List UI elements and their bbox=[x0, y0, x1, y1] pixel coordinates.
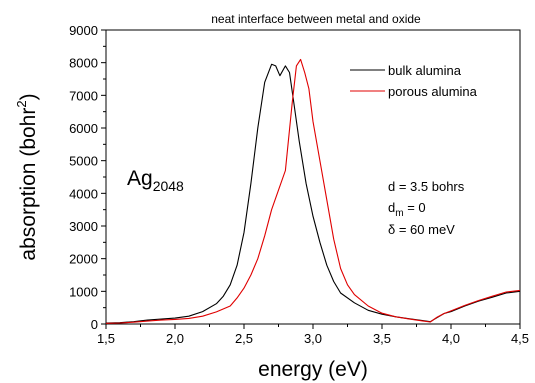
legend-label-bulk: bulk alumina bbox=[388, 63, 462, 78]
y-tick-label: 0 bbox=[91, 317, 98, 332]
x-tick-label: 2,5 bbox=[235, 331, 253, 346]
species-label: Ag2048 bbox=[127, 167, 184, 194]
legend: bulk alumina porous alumina bbox=[350, 63, 478, 99]
y-ticks bbox=[101, 29, 106, 325]
legend-label-porous: porous alumina bbox=[388, 84, 478, 99]
y-tick-label: 5000 bbox=[69, 154, 98, 169]
series-lines bbox=[105, 58, 521, 324]
y-tick-label: 2000 bbox=[69, 252, 98, 267]
param-d: d = 3.5 bohrs bbox=[388, 179, 465, 194]
x-ticks bbox=[105, 324, 521, 329]
y-tick-label: 7000 bbox=[69, 88, 98, 103]
x-tick-label: 2,0 bbox=[166, 331, 184, 346]
y-tick-label: 3000 bbox=[69, 219, 98, 234]
y-axis-title: absorption (bohr2) bbox=[14, 93, 40, 260]
param-dm-sub: m bbox=[395, 208, 403, 219]
param-dm-value: = 0 bbox=[404, 200, 426, 215]
species-label-base: Ag bbox=[127, 167, 153, 190]
species-label-sub: 2048 bbox=[153, 178, 184, 194]
y-axis-title-sup: 2 bbox=[14, 100, 29, 107]
param-dm-base: d bbox=[388, 200, 395, 215]
y-tick-label: 4000 bbox=[69, 186, 98, 201]
chart-title: neat interface between metal and oxide bbox=[211, 12, 421, 26]
x-tick-label: 4,0 bbox=[442, 331, 460, 346]
y-tick-label: 1000 bbox=[69, 284, 98, 299]
y-tick-labels: 0 1000 2000 3000 4000 5000 6000 7000 8000 9000 bbox=[69, 23, 98, 332]
param-delta: δ = 60 meV bbox=[388, 222, 455, 237]
y-tick-label: 6000 bbox=[69, 121, 98, 136]
param-dm: dm = 0 bbox=[388, 200, 426, 219]
y-tick-label: 9000 bbox=[69, 23, 98, 38]
y-tick-label: 8000 bbox=[69, 56, 98, 71]
y-axis-title-close: ) bbox=[17, 93, 40, 100]
y-axis-title-main: absorption (bohr bbox=[17, 108, 40, 261]
x-tick-label: 4,5 bbox=[511, 331, 529, 346]
x-axis-title: energy (eV) bbox=[258, 358, 368, 381]
x-tick-label: 1,5 bbox=[97, 331, 115, 346]
x-tick-label: 3,0 bbox=[304, 331, 322, 346]
series-line-porous-alumina bbox=[105, 58, 521, 324]
x-tick-labels: 1,5 2,0 2,5 3,0 3,5 4,0 4,5 bbox=[97, 331, 529, 346]
x-tick-label: 3,5 bbox=[373, 331, 391, 346]
